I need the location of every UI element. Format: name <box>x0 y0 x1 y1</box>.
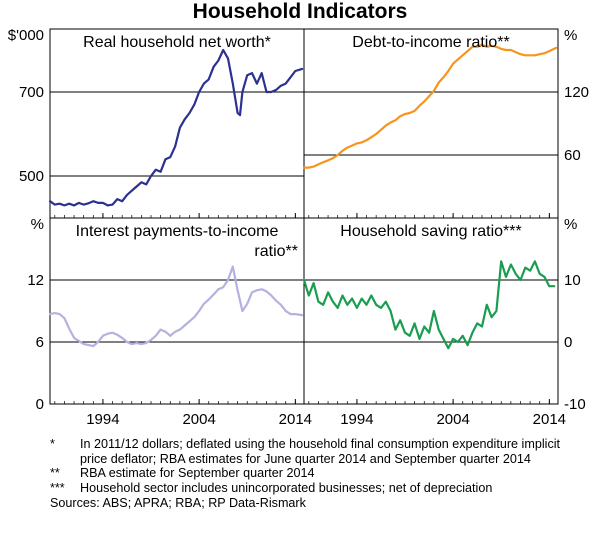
figure-title: Household Indicators <box>192 0 408 23</box>
panel-1: 500 700 $'000 Real household net worth* <box>8 27 304 218</box>
footnote-text: Household sector includes unincorporated… <box>80 480 493 495</box>
footnote-text: In 2011/12 dollars; deflated using the h… <box>80 437 561 466</box>
x-tick-label: 1994 <box>86 411 119 428</box>
y-tick-label: 10 <box>564 272 581 289</box>
x-tick-label: 2004 <box>436 411 469 428</box>
footnote-marker: * <box>50 437 55 451</box>
panel-2: 60 120% Debt-to-income ratio** <box>302 27 589 218</box>
y-tick-label: 120 <box>564 84 589 101</box>
y-tick-label: -10 <box>564 396 586 413</box>
footnotes: * In 2011/12 dollars; deflated using the… <box>50 437 580 511</box>
panel-title: Real household net worth* <box>83 34 271 51</box>
panel-title: Household saving ratio*** <box>340 223 521 240</box>
y-tick-label: 0 <box>564 334 572 351</box>
panel-title-line: Interest payments-to-income <box>76 223 279 240</box>
footnote-3: *** Household sector includes unincorpor… <box>50 481 580 496</box>
footnote-text: RBA estimate for September quarter 2014 <box>80 466 315 481</box>
x-tick-label: 2014 <box>279 411 312 428</box>
series-line <box>302 43 558 169</box>
footnote-1: * In 2011/12 dollars; deflated using the… <box>50 437 580 466</box>
x-tick-label: 1994 <box>340 411 373 428</box>
y-axis-unit: $'000 <box>8 27 44 44</box>
panel-title-line: ratio** <box>254 243 298 260</box>
x-tick-label: 2014 <box>533 411 566 428</box>
panel-3: 0 6 12% 1994 2004 2014 Interest payments-to-in… <box>27 216 312 428</box>
y-tick-label: 0 <box>36 396 44 413</box>
footnote-marker: *** <box>50 480 65 495</box>
y-tick-label: 6 <box>36 334 44 351</box>
panel-title: Debt-to-income ratio** <box>352 34 509 51</box>
y-axis-unit: % <box>564 27 577 44</box>
series-line <box>302 260 556 350</box>
y-tick-label: 700 <box>19 84 44 101</box>
sources: Sources: ABS; APRA; RBA; RP Data-Rismark <box>50 496 306 511</box>
y-tick-label: 12 <box>27 272 44 289</box>
y-axis-unit: % <box>564 216 577 233</box>
y-tick-label: 60 <box>564 147 581 164</box>
x-tick-label: 2004 <box>182 411 215 428</box>
panel-4: -10 0 10% 1994 2004 2014 Household saving rati… <box>302 216 586 428</box>
footnote-2: ** RBA estimate for September quarter 20… <box>50 466 580 481</box>
series-line <box>48 48 304 207</box>
y-axis-unit: % <box>31 216 44 233</box>
y-tick-label: 500 <box>19 168 44 185</box>
footnote-marker: ** <box>50 466 60 481</box>
panel-title: Interest payments-to-income ratio** <box>76 223 298 260</box>
series-line <box>48 265 304 348</box>
